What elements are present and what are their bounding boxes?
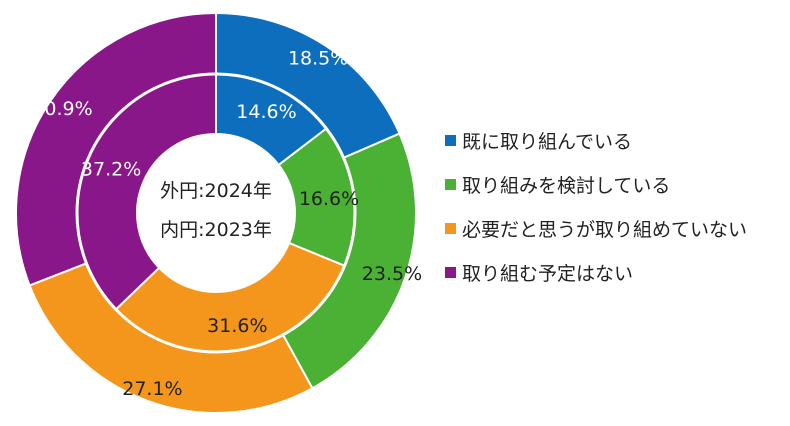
legend-swatch-2 bbox=[445, 222, 456, 234]
legend-label-1: 取り組みを検討している bbox=[462, 174, 671, 197]
legend: 既に取り組んでいる 取り組みを検討している 必要だと思うが取り組めていない 取り… bbox=[445, 126, 747, 302]
legend-swatch-0 bbox=[445, 134, 456, 146]
legend-swatch-1 bbox=[445, 178, 456, 190]
outer-value-label-1: 23.5% bbox=[362, 263, 422, 285]
center-label-outer: 外円:2024年 bbox=[160, 180, 272, 202]
inner-value-label-0: 14.6% bbox=[236, 101, 296, 123]
inner-value-label-3: 37.2% bbox=[81, 158, 141, 180]
legend-item-3: 取り組む予定はない bbox=[445, 258, 747, 286]
legend-label-0: 既に取り組んでいる bbox=[462, 130, 633, 153]
legend-label-3: 取り組む予定はない bbox=[462, 262, 634, 285]
outer-value-label-0: 18.5% bbox=[288, 48, 348, 70]
outer-ring bbox=[15, 11, 417, 414]
center-label-inner: 内円:2023年 bbox=[160, 219, 272, 241]
inner-ring bbox=[75, 72, 357, 354]
legend-swatch-3 bbox=[445, 266, 456, 278]
inner-value-label-2: 31.6% bbox=[207, 315, 267, 337]
outer-value-label-3: 30.9% bbox=[32, 98, 92, 120]
outer-value-label-2: 27.1% bbox=[122, 378, 182, 400]
legend-label-2: 必要だと思うが取り組めていない bbox=[462, 218, 748, 241]
legend-item-0: 既に取り組んでいる bbox=[445, 126, 747, 154]
inner-value-label-1: 16.6% bbox=[299, 188, 359, 210]
value-labels: 18.5% 23.5% 27.1% 30.9% 14.6% 16.6% 31.6% 37.2% bbox=[32, 48, 422, 400]
legend-item-1: 取り組みを検討している bbox=[445, 170, 747, 198]
ring-separator bbox=[75, 72, 357, 354]
legend-item-2: 必要だと思うが取り組めていない bbox=[445, 214, 747, 242]
donut-chart: 18.5% 23.5% 27.1% 30.9% 14.6% 16.6% 31.6% 37.2%… bbox=[15, 11, 422, 414]
